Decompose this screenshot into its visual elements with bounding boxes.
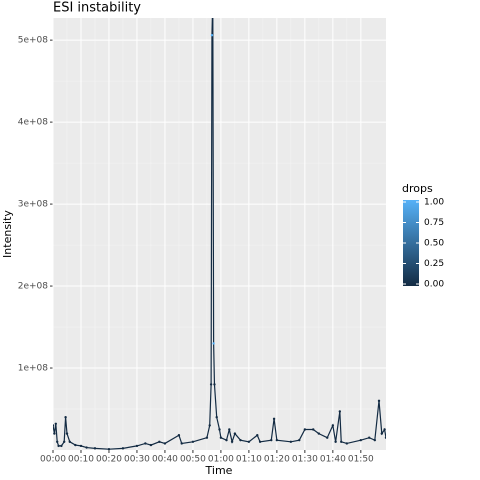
x-tick-label: 01:10 (236, 455, 262, 465)
data-point (62, 440, 66, 444)
data-point (79, 444, 83, 448)
data-point (135, 444, 139, 448)
legend-tick-label: 0.00 (424, 280, 444, 290)
y-tick-label: 2e+08 (18, 282, 49, 292)
data-point (93, 447, 97, 450)
data-point (60, 444, 63, 448)
plot-area (53, 18, 386, 450)
data-point (384, 436, 386, 439)
data-point (270, 438, 273, 442)
data-point (233, 432, 237, 435)
data-point (218, 428, 221, 431)
legend-tick-label: 1.00 (424, 198, 444, 208)
y-tick-label: 3e+08 (18, 200, 49, 210)
data-point (212, 342, 215, 345)
data-point (298, 438, 301, 442)
data-point (85, 446, 88, 449)
data-point (64, 416, 67, 419)
data-point (345, 442, 349, 445)
data-point (144, 442, 147, 445)
data-point (57, 444, 60, 448)
data-point (368, 436, 371, 439)
data-point (331, 424, 335, 427)
x-tick-label: 00:40 (152, 455, 178, 465)
data-point (275, 438, 279, 442)
y-tick-label: 1e+08 (18, 364, 49, 374)
data-point (177, 434, 181, 437)
x-tick-label: 00:20 (96, 455, 122, 465)
x-tick-label: 01:40 (320, 455, 346, 465)
x-tick-label: 01:20 (264, 455, 290, 465)
data-point (272, 417, 276, 421)
x-tick-label: 00:00 (40, 455, 66, 465)
data-point (228, 428, 231, 431)
data-point (107, 447, 111, 450)
data-point (230, 440, 234, 444)
x-tick-label: 01:00 (208, 455, 234, 465)
data-point (208, 424, 211, 427)
legend-tick-label: 0.75 (424, 218, 444, 228)
data-point (53, 424, 55, 427)
panel-background (53, 18, 386, 450)
data-point (215, 416, 218, 419)
data-point (383, 428, 386, 431)
data-point (338, 410, 342, 413)
data-point (303, 428, 307, 431)
data-point (213, 383, 216, 386)
data-point (205, 436, 209, 439)
data-point (326, 436, 329, 439)
data-point (373, 438, 377, 442)
data-point (55, 440, 59, 444)
data-point (340, 440, 343, 444)
x-tick-label: 00:50 (180, 455, 206, 465)
data-point (334, 440, 337, 444)
data-point (256, 434, 259, 437)
data-point (312, 428, 315, 431)
data-point (210, 34, 214, 37)
data-point (74, 443, 77, 447)
data-point (258, 440, 262, 444)
x-tick-label: 01:30 (292, 455, 318, 465)
data-point (239, 438, 242, 442)
data-point (219, 436, 223, 439)
data-point (377, 399, 381, 403)
data-point (54, 422, 57, 425)
data-point (359, 438, 363, 442)
data-point (149, 443, 153, 447)
data-point (163, 442, 167, 445)
data-point (380, 432, 384, 435)
x-tick-label: 00:10 (68, 455, 94, 465)
data-point (53, 432, 56, 435)
x-tick-label: 01:50 (348, 455, 374, 465)
data-point (209, 383, 213, 386)
chart-title: ESI instability (53, 1, 141, 16)
y-axis-title: Intensity (1, 210, 14, 258)
data-point (247, 440, 251, 444)
y-tick-label: 5e+08 (18, 36, 49, 46)
data-point (158, 440, 161, 444)
data-point (121, 447, 125, 450)
y-tick-label: 4e+08 (18, 118, 49, 128)
x-axis-title: Time (205, 464, 233, 477)
data-point (180, 442, 183, 445)
data-point (68, 440, 71, 444)
data-point (317, 432, 321, 435)
x-tick-label: 00:30 (124, 455, 150, 465)
legend-title: drops (402, 182, 433, 195)
legend-tick-label: 0.25 (424, 259, 444, 269)
legend-tick-label: 0.50 (424, 239, 444, 249)
data-point (191, 440, 195, 444)
legend-colorbar (403, 200, 419, 286)
data-point (225, 438, 228, 442)
data-point (289, 440, 293, 444)
data-point (65, 432, 69, 435)
